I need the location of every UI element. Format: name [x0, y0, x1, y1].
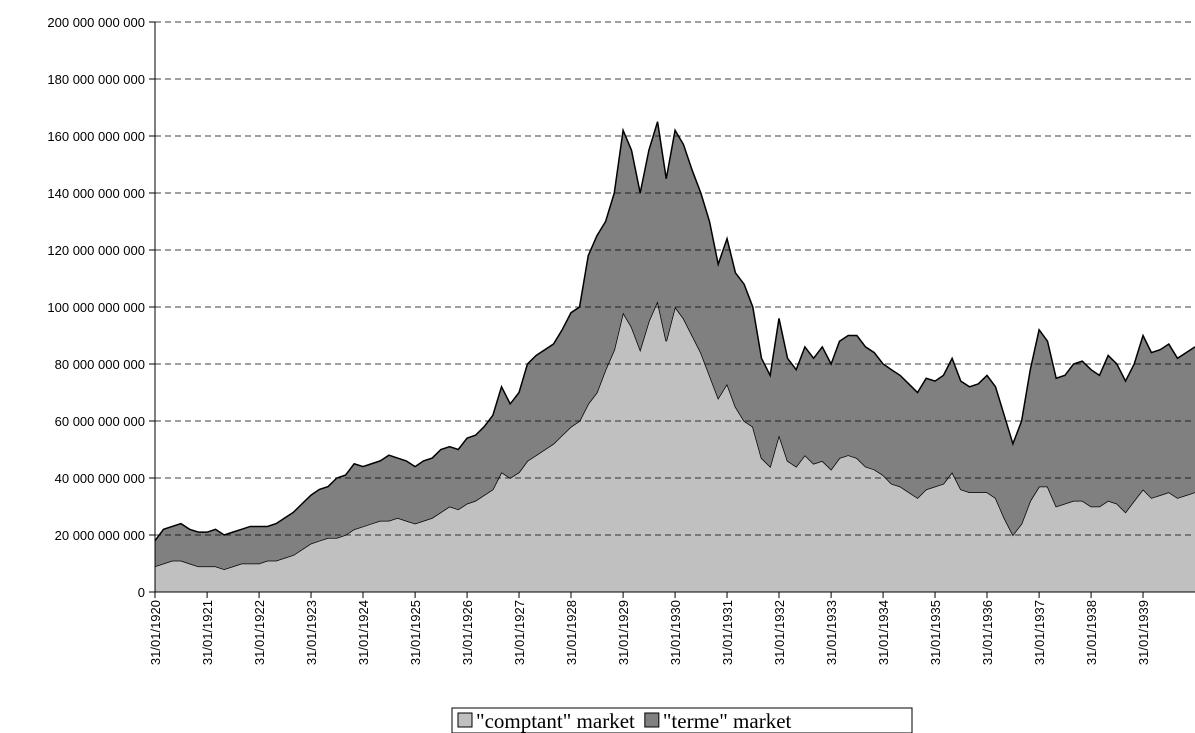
legend-frame [451, 707, 913, 733]
area [155, 301, 1195, 592]
y-tick-label: 140 000 000 000 [47, 186, 145, 201]
x-tick-label: 31/01/1930 [668, 600, 683, 665]
y-tick-label: 80 000 000 000 [55, 357, 145, 372]
x-tick-label: 31/01/1924 [356, 600, 371, 665]
x-tick-label: 31/01/1935 [928, 600, 943, 665]
legend-label: "comptant" market [476, 709, 635, 733]
y-tick-label: 120 000 000 000 [47, 243, 145, 258]
x-tick-label: 31/01/1925 [408, 600, 423, 665]
x-tick-label: 31/01/1931 [720, 600, 735, 665]
x-tick-label: 31/01/1939 [1136, 600, 1151, 665]
x-tick-label: 31/01/1934 [876, 600, 891, 665]
legend-swatch [457, 712, 473, 728]
y-tick-label: 160 000 000 000 [47, 129, 145, 144]
legend: "comptant" market "terme" market [451, 707, 913, 733]
x-tick-label: 31/01/1927 [512, 600, 527, 665]
area [155, 121, 1195, 570]
x-tick-label: 31/01/1929 [616, 600, 631, 665]
y-tick-label: 60 000 000 000 [55, 414, 145, 429]
x-tick-label: 31/01/1938 [1084, 600, 1099, 665]
x-tick-label: 31/01/1937 [1032, 600, 1047, 665]
x-tick-label: 31/01/1928 [564, 600, 579, 665]
legend-swatch [644, 712, 660, 728]
x-tick-label: 31/01/1926 [460, 600, 475, 665]
x-tick-label: 31/01/1921 [200, 600, 215, 665]
y-tick-label: 180 000 000 000 [47, 72, 145, 87]
y-tick-label: 100 000 000 000 [47, 300, 145, 315]
x-tick-label: 31/01/1932 [772, 600, 787, 665]
x-tick-label: 31/01/1922 [252, 600, 267, 665]
x-tick-label: 31/01/1936 [980, 600, 995, 665]
x-tick-label: 31/01/1920 [148, 600, 163, 665]
y-tick-label: 40 000 000 000 [55, 471, 145, 486]
y-tick-label: 0 [138, 585, 145, 600]
x-tick-label: 31/01/1923 [304, 600, 319, 665]
y-tick-label: 20 000 000 000 [55, 528, 145, 543]
legend-label: "terme" market [663, 709, 792, 733]
y-tick-label: 200 000 000 000 [47, 15, 145, 30]
area-edge [154, 121, 1195, 542]
x-tick-label: 31/01/1933 [824, 600, 839, 665]
